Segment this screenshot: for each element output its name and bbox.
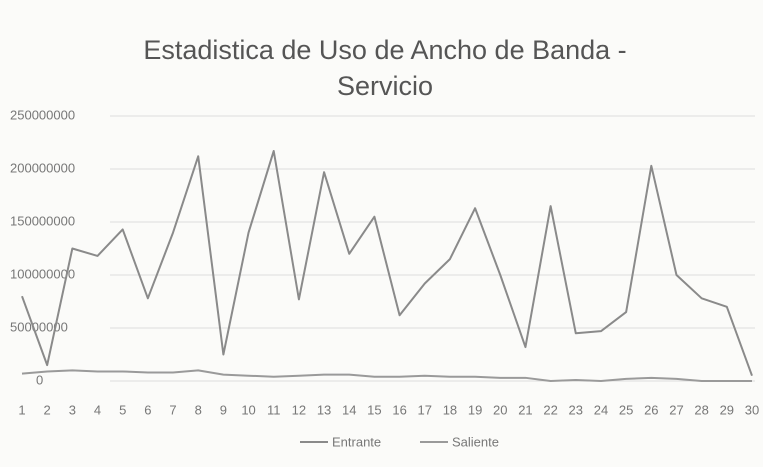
x-tick-label: 24 bbox=[594, 402, 608, 417]
x-tick-label: 23 bbox=[569, 402, 583, 417]
x-tick-label: 3 bbox=[69, 402, 76, 417]
y-tick-label: 0 bbox=[36, 372, 43, 387]
x-tick-label: 12 bbox=[292, 402, 306, 417]
x-tick-label: 2 bbox=[44, 402, 51, 417]
x-tick-label: 14 bbox=[342, 402, 356, 417]
x-tick-label: 9 bbox=[220, 402, 227, 417]
x-tick-label: 25 bbox=[619, 402, 633, 417]
x-tick-label: 4 bbox=[94, 402, 101, 417]
x-tick-label: 13 bbox=[317, 402, 331, 417]
series-line bbox=[21, 149, 753, 377]
x-tick-label: 26 bbox=[644, 402, 658, 417]
x-tick-label: 30 bbox=[745, 402, 759, 417]
x-tick-label: 16 bbox=[392, 402, 406, 417]
x-tick-label: 1 bbox=[18, 402, 25, 417]
chart-subtitle: Servicio bbox=[337, 71, 433, 101]
chart-title: Estadistica de Uso de Ancho de Banda - bbox=[143, 35, 626, 65]
x-tick-label: 7 bbox=[169, 402, 176, 417]
y-tick-label: 250000000 bbox=[10, 107, 75, 122]
x-tick-label: 28 bbox=[694, 402, 708, 417]
x-tick-label: 8 bbox=[195, 402, 202, 417]
series-line bbox=[21, 369, 752, 382]
x-tick-label: 17 bbox=[418, 402, 432, 417]
x-tick-label: 10 bbox=[241, 402, 255, 417]
y-tick-label: 150000000 bbox=[10, 213, 75, 228]
x-tick-label: 11 bbox=[267, 402, 281, 417]
x-tick-label: 5 bbox=[119, 402, 126, 417]
x-tick-label: 21 bbox=[518, 402, 532, 417]
legend-label: Saliente bbox=[452, 434, 499, 449]
x-tick-label: 6 bbox=[144, 402, 151, 417]
x-tick-label: 15 bbox=[367, 402, 381, 417]
x-tick-label: 18 bbox=[443, 402, 457, 417]
y-tick-label: 100000000 bbox=[10, 266, 75, 281]
x-tick-label: 22 bbox=[543, 402, 557, 417]
y-tick-label: 50000000 bbox=[10, 319, 68, 334]
y-tick-label: 200000000 bbox=[10, 160, 75, 175]
x-tick-label: 19 bbox=[468, 402, 482, 417]
legend-label: Entrante bbox=[332, 434, 381, 449]
x-tick-label: 20 bbox=[493, 402, 507, 417]
x-tick-label: 27 bbox=[669, 402, 683, 417]
x-tick-label: 29 bbox=[720, 402, 734, 417]
